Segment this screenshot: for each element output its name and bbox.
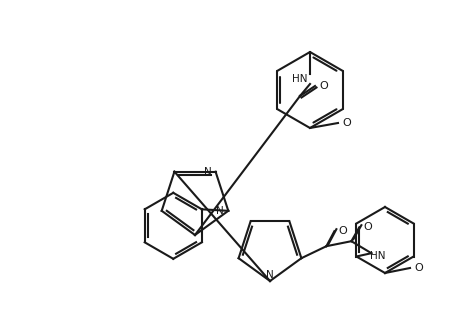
Text: N: N: [216, 206, 224, 216]
Text: O: O: [413, 263, 422, 273]
Text: O: O: [341, 118, 350, 128]
Text: O: O: [338, 226, 347, 236]
Text: HN: HN: [369, 251, 384, 261]
Text: HN: HN: [291, 74, 307, 84]
Text: N: N: [266, 270, 273, 280]
Text: O: O: [363, 222, 371, 232]
Text: N: N: [203, 167, 211, 177]
Text: O: O: [318, 81, 327, 91]
